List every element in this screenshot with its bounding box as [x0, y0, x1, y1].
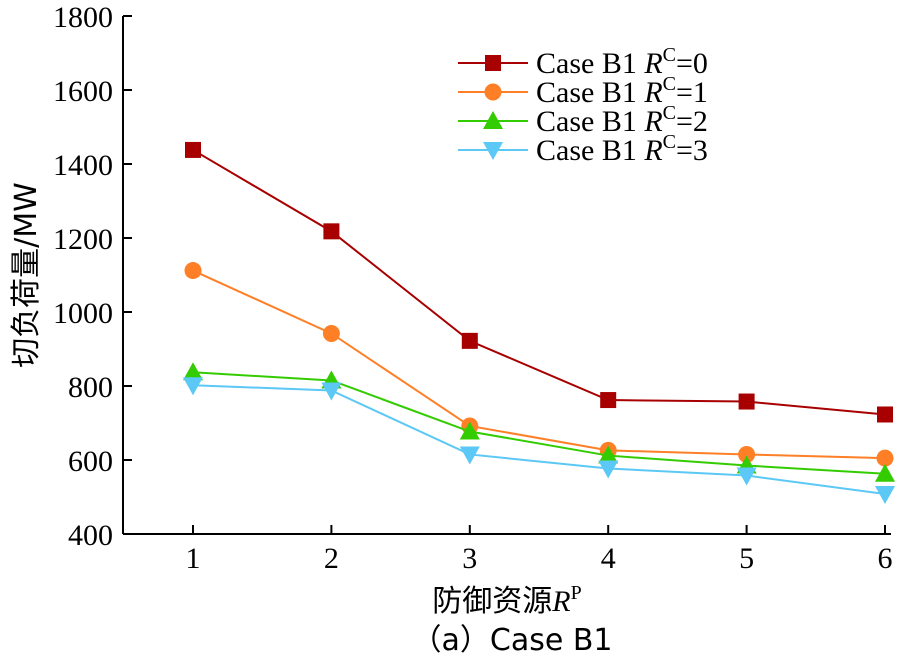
legend-label-prefix: Case B1 [536, 105, 644, 138]
series-0 [185, 141, 893, 423]
data-point [598, 460, 619, 479]
data-point [600, 392, 617, 409]
data-point [184, 262, 202, 280]
x-tick-label: 2 [324, 542, 339, 575]
legend-label-suffix: =3 [676, 134, 708, 167]
legend-item: Case B1 RC=2 [458, 102, 708, 138]
data-point [876, 449, 894, 467]
x-axis-label-sup: P [571, 582, 582, 604]
series-1 [184, 262, 894, 467]
series-2 [183, 362, 895, 482]
legend-label-var: R [643, 134, 662, 167]
legend-label-sup: C [663, 44, 676, 66]
legend-marker [485, 55, 501, 71]
axes [122, 16, 891, 535]
x-axis-label-text: 防御资源 [432, 584, 552, 619]
data-point [736, 467, 757, 486]
legend-label: Case B1 RC=3 [536, 131, 708, 167]
data-point [738, 445, 756, 463]
data-point [185, 141, 201, 158]
series-line [192, 149, 886, 416]
legend-label: Case B1 RC=0 [536, 44, 708, 80]
x-tick-label: 6 [878, 542, 893, 575]
x-axis-label-var: R [551, 585, 570, 618]
series-line [192, 269, 886, 460]
legend-label-var: R [643, 105, 662, 138]
series-line [192, 384, 886, 496]
data-point [598, 445, 619, 464]
legend-label-prefix: Case B1 [536, 134, 644, 167]
legend-item: Case B1 RC=1 [458, 73, 708, 109]
y-tick-label: 1200 [53, 223, 113, 256]
x-tick-label: 4 [601, 542, 616, 575]
legend-label-sup: C [663, 73, 676, 95]
x-ticks: 1 2 3 4 5 6 [186, 525, 893, 575]
y-tick-label: 1600 [53, 75, 113, 108]
legend-label: Case B1 RC=2 [536, 102, 708, 138]
data-point [875, 463, 895, 482]
legend-label-suffix: =1 [676, 76, 708, 109]
legend-item: Case B1 RC=0 [458, 44, 708, 80]
y-tick-label: 1400 [53, 149, 113, 182]
y-tick-label: 800 [68, 371, 113, 404]
x-axis-label: 防御资源RP [432, 582, 581, 619]
y-tick-label: 1000 [53, 297, 113, 330]
y-axis-label: 切负荷量/MW [9, 182, 44, 368]
series-3 [183, 377, 895, 505]
data-point [323, 223, 340, 240]
data-point [875, 486, 895, 505]
y-tick-label: 1800 [53, 1, 113, 34]
legend-label: Case B1 RC=1 [536, 73, 708, 109]
series-line [192, 371, 886, 475]
x-tick-label: 1 [186, 542, 201, 575]
legend-label-var: R [643, 47, 662, 80]
data-point [738, 393, 755, 410]
legend-marker [483, 142, 503, 160]
data-point [877, 406, 893, 423]
legend-label-suffix: =2 [676, 105, 708, 138]
legend-label-prefix: Case B1 [536, 76, 644, 109]
data-point [461, 332, 478, 349]
legend-label-var: R [643, 76, 662, 109]
data-point [183, 362, 203, 381]
data-point [322, 324, 340, 342]
series-layer [183, 141, 895, 505]
data-point [459, 421, 480, 440]
legend-label-suffix: =0 [676, 47, 708, 80]
legend-marker [484, 83, 502, 101]
legend-label-prefix: Case B1 [536, 47, 644, 80]
x-tick-label: 5 [739, 542, 754, 575]
legend-marker [483, 111, 503, 129]
y-tick-label: 600 [68, 445, 113, 478]
chart-caption: （a）Case B1 [411, 623, 612, 658]
legend-item: Case B1 RC=3 [458, 131, 708, 167]
x-tick-label: 3 [462, 542, 477, 575]
data-point [321, 382, 342, 401]
data-point [183, 377, 203, 396]
y-tick-label: 400 [68, 519, 113, 552]
data-point [459, 446, 480, 465]
y-ticks: 400 600 800 1000 1200 1400 1600 1800 [53, 1, 132, 552]
legend-label-sup: C [663, 102, 676, 124]
legend-label-sup: C [663, 131, 676, 153]
